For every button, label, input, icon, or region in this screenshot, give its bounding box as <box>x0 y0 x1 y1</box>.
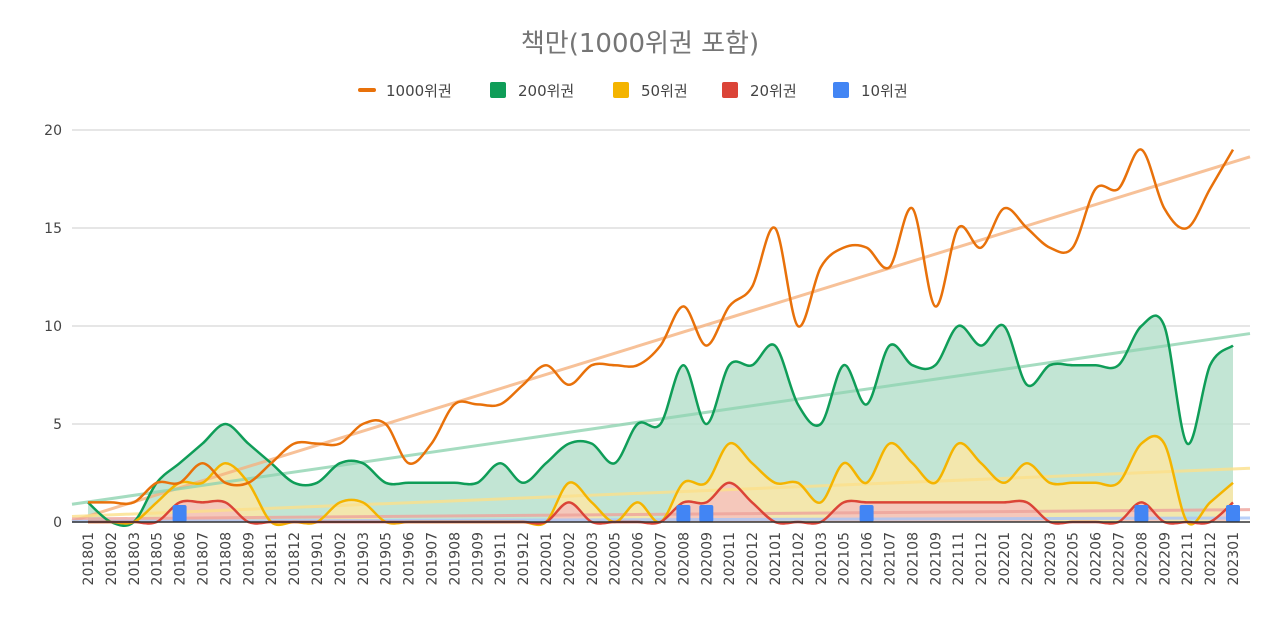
bar-10위권-202009 <box>699 505 714 522</box>
bar-10위권-202106 <box>859 505 874 522</box>
chart-title: 책만(1000위권 포함) <box>521 29 759 59</box>
x-tick-label-202207: 202207 <box>1112 532 1128 585</box>
x-tick-label-202201: 202201 <box>997 532 1013 585</box>
x-tick-label-201912: 201912 <box>516 532 532 585</box>
legend-swatch-20위권 <box>722 82 738 98</box>
x-tick-label-202107: 202107 <box>883 532 899 585</box>
legend-swatch-10위권 <box>833 82 849 98</box>
x-tick-label-201805: 201805 <box>150 532 166 585</box>
x-tick-label-201809: 201809 <box>241 532 257 585</box>
x-tick-label-201902: 201902 <box>333 532 349 585</box>
x-tick-label-202111: 202111 <box>951 532 967 585</box>
y-tick-label-20: 20 <box>44 123 62 139</box>
x-tick-label-202208: 202208 <box>1134 532 1150 585</box>
x-tick-label-201803: 201803 <box>127 532 143 585</box>
legend: 1000위권 200위권 50위권 20위권 10위권 <box>358 82 908 100</box>
x-tick-label-201907: 201907 <box>425 532 441 585</box>
x-tick-label-202203: 202203 <box>1043 532 1059 585</box>
x-tick-label-201806: 201806 <box>173 532 189 586</box>
x-tick-label-201802: 201802 <box>104 532 120 585</box>
x-tick-label-202106: 202106 <box>860 532 876 586</box>
bar-10위권-202301 <box>1226 505 1240 522</box>
bar-10위권-202008 <box>676 505 691 522</box>
x-tick-label-201901: 201901 <box>310 532 326 585</box>
x-tick-label-201906: 201906 <box>402 532 418 586</box>
x-tick-label-202012: 202012 <box>745 532 761 585</box>
x-tick-label-202003: 202003 <box>585 532 601 585</box>
x-tick-label-202101: 202101 <box>768 532 784 585</box>
legend-label-1000위권: 1000위권 <box>386 82 452 100</box>
x-tick-label-201808: 201808 <box>218 532 234 585</box>
x-tick-label-202011: 202011 <box>722 532 738 585</box>
x-tick-label-202005: 202005 <box>608 532 624 585</box>
x-tick-label-202211: 202211 <box>1180 532 1196 585</box>
x-tick-label-201812: 201812 <box>287 532 303 585</box>
x-tick-label-202109: 202109 <box>928 532 944 585</box>
plot-area <box>71 148 1251 527</box>
y-axis: 0 5 10 15 20 <box>44 123 62 531</box>
x-tick-label-202002: 202002 <box>562 532 578 585</box>
x-tick-label-201811: 201811 <box>264 532 280 585</box>
y-tick-label-15: 15 <box>44 221 62 237</box>
x-tick-label-201911: 201911 <box>493 532 509 585</box>
x-tick-label-202102: 202102 <box>791 532 807 585</box>
x-tick-label-202006: 202006 <box>631 532 647 586</box>
legend-label-10위권: 10위권 <box>861 82 908 100</box>
x-tick-label-202209: 202209 <box>1157 532 1173 585</box>
x-tick-label-202205: 202205 <box>1066 532 1082 585</box>
x-tick-label-201905: 201905 <box>379 532 395 585</box>
x-tick-label-201908: 201908 <box>447 532 463 585</box>
x-tick-label-201909: 201909 <box>470 532 486 585</box>
trendline-10위권 <box>71 516 1251 523</box>
legend-label-50위권: 50위권 <box>641 82 688 100</box>
series-line-1000위권 <box>87 148 1235 506</box>
x-tick-label-202009: 202009 <box>699 532 715 585</box>
x-tick-label-202001: 202001 <box>539 532 555 585</box>
x-tick-label-202007: 202007 <box>654 532 670 585</box>
legend-label-20위권: 20위권 <box>750 82 797 100</box>
x-tick-label-202212: 202212 <box>1203 532 1219 585</box>
x-tick-label-202206: 202206 <box>1089 532 1105 586</box>
x-tick-label-202108: 202108 <box>905 532 921 585</box>
x-axis: 201801 201802 201803 201805 201806 201807 2018… <box>81 532 1242 586</box>
legend-swatch-1000위권 <box>358 88 376 92</box>
y-tick-label-10: 10 <box>44 319 62 335</box>
trendline-200위권 <box>71 332 1251 506</box>
x-tick-label-202112: 202112 <box>974 532 990 585</box>
legend-label-200위권: 200위권 <box>518 82 574 100</box>
x-tick-label-202301: 202301 <box>1226 532 1242 585</box>
trendline-50위권 <box>71 466 1251 518</box>
legend-swatch-50위권 <box>613 82 629 98</box>
x-tick-label-202008: 202008 <box>676 532 692 585</box>
y-tick-label-5: 5 <box>53 417 62 433</box>
bar-10위권-202208 <box>1134 505 1149 522</box>
x-tick-label-202105: 202105 <box>837 532 853 585</box>
x-tick-label-202103: 202103 <box>814 532 830 585</box>
x-tick-label-201903: 201903 <box>356 532 372 585</box>
x-tick-label-202202: 202202 <box>1020 532 1036 585</box>
x-tick-label-201807: 201807 <box>196 532 212 585</box>
x-tick-label-201801: 201801 <box>81 532 97 585</box>
bar-10위권-201806 <box>172 505 187 522</box>
y-tick-label-0: 0 <box>53 515 62 531</box>
legend-swatch-200위권 <box>490 82 506 98</box>
series-line-200위권 <box>87 314 1234 527</box>
